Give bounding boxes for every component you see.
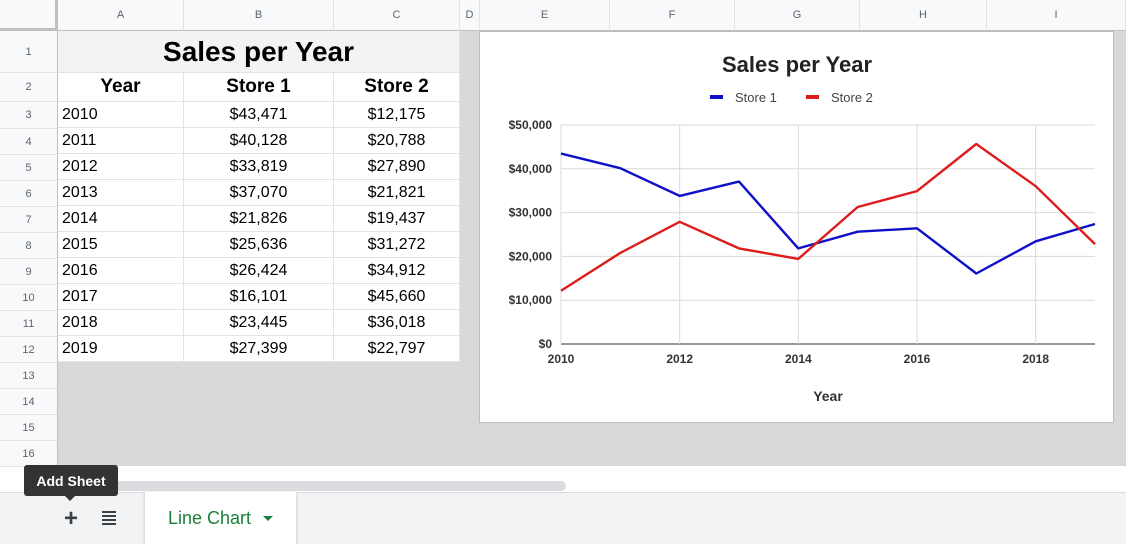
table-cell[interactable]: $43,471 xyxy=(184,102,334,128)
series-line-store-2 xyxy=(560,142,1096,292)
legend-swatch xyxy=(806,95,819,99)
table-cell[interactable]: $37,070 xyxy=(184,180,334,206)
table-cell[interactable]: 2011 xyxy=(58,128,184,154)
header-cell-store-2[interactable]: Store 2 xyxy=(334,73,460,102)
column-header-c[interactable]: C xyxy=(334,0,460,31)
table-cell[interactable]: 2018 xyxy=(58,310,184,336)
x-tick-label: 2014 xyxy=(785,352,812,366)
table-cell[interactable]: $27,399 xyxy=(184,336,334,362)
all-sheets-button[interactable] xyxy=(100,509,118,527)
table-cell[interactable]: $33,819 xyxy=(184,154,334,180)
column-header-f[interactable]: F xyxy=(610,0,735,31)
column-header-g[interactable]: G xyxy=(735,0,860,31)
row-header-16[interactable]: 16 xyxy=(0,441,58,467)
row-header-5[interactable]: 5 xyxy=(0,155,58,181)
tab-label: Line Chart xyxy=(167,507,252,528)
row-header-4[interactable]: 4 xyxy=(0,129,58,155)
horizontal-scrollbar[interactable] xyxy=(58,481,566,491)
column-header-d[interactable]: D xyxy=(460,0,480,31)
header-cell-store-1[interactable]: Store 1 xyxy=(184,73,334,102)
add-sheet-tooltip: Add Sheet xyxy=(24,465,118,496)
table-cell[interactable]: $23,445 xyxy=(184,310,334,336)
table-cell[interactable]: 2015 xyxy=(58,232,184,258)
series-line-store-1 xyxy=(560,152,1096,275)
y-tick-label: $20,000 xyxy=(509,249,553,263)
row-header-7[interactable]: 7 xyxy=(0,207,58,233)
table-cell[interactable]: 2014 xyxy=(58,206,184,232)
table-cell[interactable]: 2017 xyxy=(58,284,184,310)
x-axis-label: Year xyxy=(813,388,843,404)
table-cell[interactable]: $25,636 xyxy=(184,232,334,258)
table-cell[interactable]: $36,018 xyxy=(334,310,460,336)
table-cell[interactable]: $26,424 xyxy=(184,258,334,284)
table-cell[interactable]: $31,272 xyxy=(334,232,460,258)
table-cell[interactable]: $21,821 xyxy=(334,180,460,206)
table-cell[interactable]: $22,797 xyxy=(334,336,460,362)
row-header-14[interactable]: 14 xyxy=(0,389,58,415)
table-cell[interactable]: $45,660 xyxy=(334,284,460,310)
y-tick-label: $50,000 xyxy=(509,118,553,132)
add-sheet-button[interactable]: + xyxy=(63,505,78,532)
select-all-corner[interactable] xyxy=(0,0,58,31)
column-header-e[interactable]: E xyxy=(480,0,610,31)
legend-swatch xyxy=(710,95,723,99)
table-cell[interactable]: $34,912 xyxy=(334,258,460,284)
table-cell[interactable]: 2012 xyxy=(58,154,184,180)
list-icon xyxy=(102,511,116,513)
row-header-1[interactable]: 1 xyxy=(0,31,58,73)
chart-svg: Sales per Year Store 1 Store 2 $0 $10,000 $20… xyxy=(509,52,1096,404)
y-tick-label: $40,000 xyxy=(509,162,553,176)
row-header-12[interactable]: 12 xyxy=(0,337,58,363)
y-tick-label: $0 xyxy=(539,337,553,351)
table-cell[interactable]: $21,826 xyxy=(184,206,334,232)
legend-entry: Store 1 xyxy=(735,90,777,105)
table-cell[interactable]: 2013 xyxy=(58,180,184,206)
x-tick-label: 2012 xyxy=(666,352,693,366)
column-header-b[interactable]: B xyxy=(184,0,334,31)
line-chart[interactable]: Sales per Year Store 1 Store 2 $0 $10,000 $20… xyxy=(479,31,1114,423)
table-cell[interactable]: $12,175 xyxy=(334,102,460,128)
row-header-13[interactable]: 13 xyxy=(0,363,58,389)
y-tick-label: $30,000 xyxy=(509,206,553,220)
row-header-2[interactable]: 2 xyxy=(0,73,58,102)
x-tick-label: 2010 xyxy=(548,352,575,366)
sheet-title-cell[interactable]: Sales per Year xyxy=(58,31,460,73)
table-cell[interactable]: $40,128 xyxy=(184,128,334,154)
x-tick-label: 2018 xyxy=(1022,352,1049,366)
row-header-9[interactable]: 9 xyxy=(0,259,58,285)
row-header-11[interactable]: 11 xyxy=(0,311,58,337)
row-header-8[interactable]: 8 xyxy=(0,233,58,259)
column-header-i[interactable]: I xyxy=(987,0,1126,31)
chart-title: Sales per Year xyxy=(722,52,872,77)
table-cell[interactable]: $19,437 xyxy=(334,206,460,232)
table-cell[interactable]: 2010 xyxy=(58,102,184,128)
chevron-down-icon[interactable] xyxy=(263,515,274,521)
row-header-10[interactable]: 10 xyxy=(0,285,58,311)
column-header-a[interactable]: A xyxy=(58,0,184,31)
row-header-6[interactable]: 6 xyxy=(0,181,58,207)
tab-line-chart[interactable]: Line Chart xyxy=(145,492,296,544)
table-cell[interactable]: 2016 xyxy=(58,258,184,284)
column-header-h[interactable]: H xyxy=(860,0,987,31)
x-tick-label: 2016 xyxy=(904,352,931,366)
row-header-3[interactable]: 3 xyxy=(0,102,58,129)
header-cell-year[interactable]: Year xyxy=(58,73,184,102)
table-cell[interactable]: $27,890 xyxy=(334,154,460,180)
legend-entry: Store 2 xyxy=(831,90,873,105)
table-cell[interactable]: $20,788 xyxy=(334,128,460,154)
table-cell[interactable]: $16,101 xyxy=(184,284,334,310)
table-cell[interactable]: 2019 xyxy=(58,336,184,362)
tooltip-arrow xyxy=(64,495,76,501)
y-tick-label: $10,000 xyxy=(509,293,553,307)
row-header-15[interactable]: 15 xyxy=(0,415,58,441)
